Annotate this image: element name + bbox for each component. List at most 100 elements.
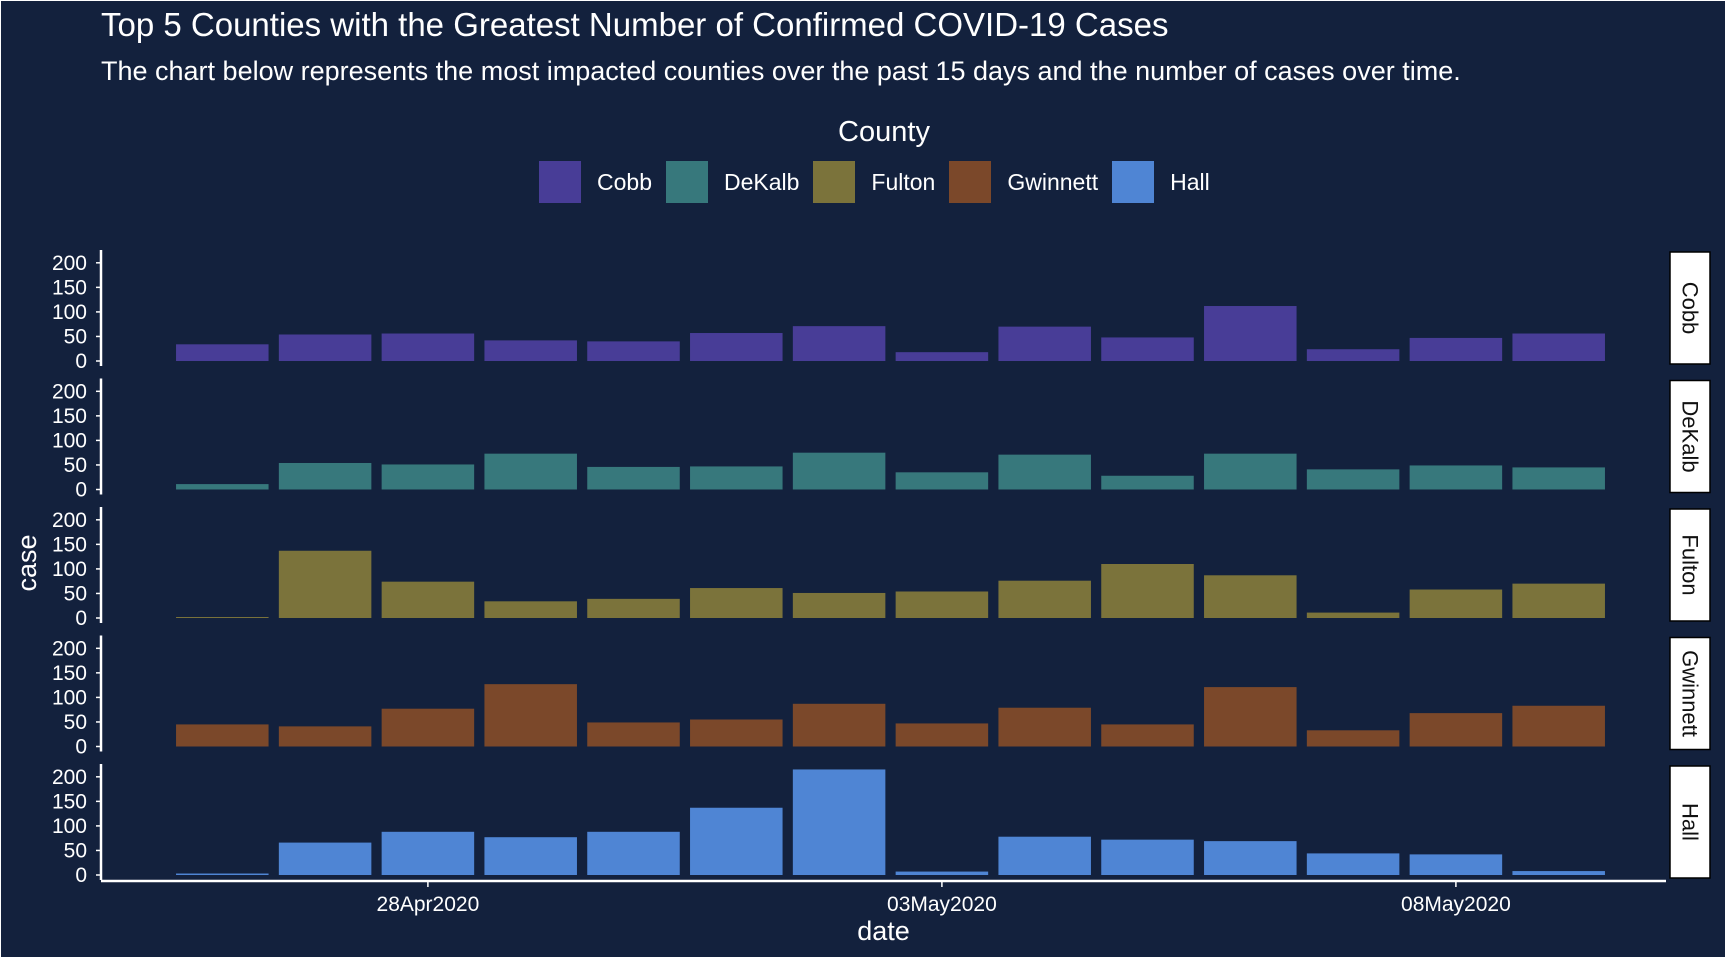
legend-swatch	[665, 161, 708, 203]
bar-fulton-2020-05-06	[1204, 575, 1297, 618]
bar-gwinnett-2020-05-04	[998, 707, 1091, 747]
bar-cobb-2020-05-01	[690, 333, 783, 361]
chart-subtitle: The chart below represents the most impa…	[101, 56, 1461, 86]
legend-item-gwinnett: Gwinnett	[949, 161, 1098, 203]
y-tick-label: 0	[75, 864, 87, 887]
bar-cobb-2020-04-28	[381, 333, 475, 361]
facet-strip-dekalb	[1669, 379, 1711, 494]
bar-hall-2020-04-27	[278, 842, 372, 875]
bar-hall-2020-04-28	[381, 831, 475, 875]
y-tick-label: 50	[64, 839, 87, 862]
bar-gwinnett-2020-04-30	[587, 722, 680, 747]
legend-swatch	[1112, 161, 1155, 203]
bar-gwinnett-2020-04-29	[484, 684, 577, 747]
y-tick-label: 200	[52, 380, 87, 403]
bar-dekalb-2020-05-01	[690, 466, 783, 490]
bar-cobb-2020-05-03	[895, 352, 989, 361]
bar-cobb-2020-04-27	[278, 334, 372, 361]
legend-label: DeKalb	[723, 168, 800, 195]
y-tick-label: 50	[64, 325, 87, 348]
bar-gwinnett-2020-05-03	[895, 723, 989, 747]
legend-label: Gwinnett	[1007, 168, 1099, 195]
facet-label: Cobb	[1678, 282, 1703, 335]
y-tick-label: 100	[52, 301, 87, 324]
x-tick-label: 03May2020	[887, 893, 997, 916]
y-tick-label: 150	[52, 276, 87, 299]
y-tick-label: 200	[52, 509, 87, 532]
bar-fulton-2020-05-09	[1512, 583, 1605, 618]
y-tick-label: 50	[64, 582, 87, 605]
bar-dekalb-2020-05-07	[1306, 469, 1400, 490]
bar-fulton-2020-05-07	[1306, 612, 1400, 618]
bar-hall-2020-05-08	[1409, 854, 1503, 875]
y-tick-label: 100	[52, 558, 87, 581]
y-tick-label: 0	[75, 736, 87, 759]
legend: Cobb DeKalb Fulton Gwinnett Hall	[539, 161, 1224, 203]
bar-dekalb-2020-04-27	[278, 462, 372, 490]
facet-label: Fulton	[1678, 534, 1703, 595]
facet-label: Gwinnett	[1678, 650, 1703, 737]
bar-cobb-2020-05-07	[1306, 349, 1400, 361]
y-tick-label: 200	[52, 637, 87, 660]
facet-strip-hall	[1669, 765, 1711, 879]
y-tick-label: 100	[52, 429, 87, 452]
bar-dekalb-2020-04-29	[484, 453, 577, 490]
y-tick-label: 150	[52, 405, 87, 428]
bar-hall-2020-05-03	[895, 871, 989, 875]
bar-fulton-2020-05-01	[690, 588, 783, 618]
bar-gwinnett-2020-05-05	[1101, 724, 1194, 747]
y-tick-label: 0	[75, 607, 87, 630]
facet-strip-gwinnett	[1669, 636, 1711, 751]
legend-item-cobb: Cobb	[539, 161, 652, 203]
bar-dekalb-2020-05-09	[1512, 467, 1605, 490]
bar-cobb-2020-05-05	[1101, 337, 1194, 361]
bar-hall-2020-04-30	[587, 831, 680, 875]
y-tick-label: 200	[52, 252, 87, 275]
chart-title: Top 5 Counties with the Greatest Number …	[101, 6, 1169, 43]
legend-swatch	[949, 161, 992, 203]
legend-label: Fulton	[871, 168, 936, 195]
y-tick-label: 50	[64, 454, 87, 477]
bar-gwinnett-2020-05-08	[1409, 713, 1503, 747]
x-tick-label: 08May2020	[1401, 893, 1511, 916]
bar-cobb-2020-05-08	[1409, 337, 1503, 361]
legend-swatch	[539, 161, 581, 203]
bar-fulton-2020-04-27	[278, 550, 372, 618]
bar-gwinnett-2020-05-09	[1512, 705, 1605, 747]
bar-dekalb-2020-04-26	[176, 484, 269, 490]
bar-cobb-2020-05-02	[792, 326, 886, 361]
y-tick-label: 0	[75, 479, 87, 502]
legend-item-fulton: Fulton	[813, 161, 935, 203]
bar-gwinnett-2020-05-01	[690, 719, 783, 747]
bar-cobb-2020-04-29	[484, 340, 577, 361]
bar-fulton-2020-04-26	[176, 617, 269, 618]
y-axis-title: case	[12, 534, 42, 591]
legend-item-hall: Hall	[1112, 161, 1210, 203]
bar-cobb-2020-05-04	[998, 326, 1091, 361]
bar-fulton-2020-05-02	[792, 592, 886, 618]
bar-cobb-2020-05-06	[1204, 306, 1297, 361]
facet-label: DeKalb	[1678, 400, 1703, 472]
bar-fulton-2020-04-30	[587, 598, 680, 618]
y-tick-label: 150	[52, 533, 87, 556]
bar-fulton-2020-05-03	[895, 591, 989, 618]
bar-fulton-2020-05-04	[998, 580, 1091, 618]
y-tick-label: 100	[52, 686, 87, 709]
legend-swatch	[813, 161, 856, 203]
bar-hall-2020-05-02	[792, 769, 886, 875]
bar-hall-2020-05-07	[1306, 853, 1400, 875]
legend-label: Hall	[1170, 168, 1210, 195]
bar-dekalb-2020-04-30	[587, 466, 680, 490]
bar-cobb-2020-04-26	[176, 344, 269, 361]
bar-hall-2020-04-26	[176, 873, 269, 875]
legend-label: Cobb	[597, 168, 652, 195]
bar-gwinnett-2020-04-27	[278, 726, 372, 747]
bar-dekalb-2020-05-03	[895, 472, 989, 490]
bar-fulton-2020-05-05	[1101, 564, 1194, 618]
y-tick-label: 150	[52, 662, 87, 685]
bar-hall-2020-05-06	[1204, 841, 1297, 875]
bar-dekalb-2020-04-28	[381, 464, 475, 490]
bar-gwinnett-2020-05-06	[1204, 687, 1297, 747]
bar-fulton-2020-04-28	[381, 581, 475, 618]
bar-hall-2020-05-01	[690, 807, 783, 875]
